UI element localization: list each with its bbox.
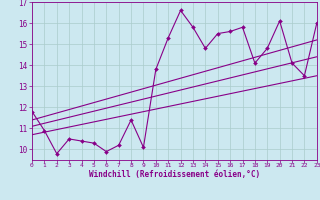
X-axis label: Windchill (Refroidissement éolien,°C): Windchill (Refroidissement éolien,°C): [89, 170, 260, 179]
